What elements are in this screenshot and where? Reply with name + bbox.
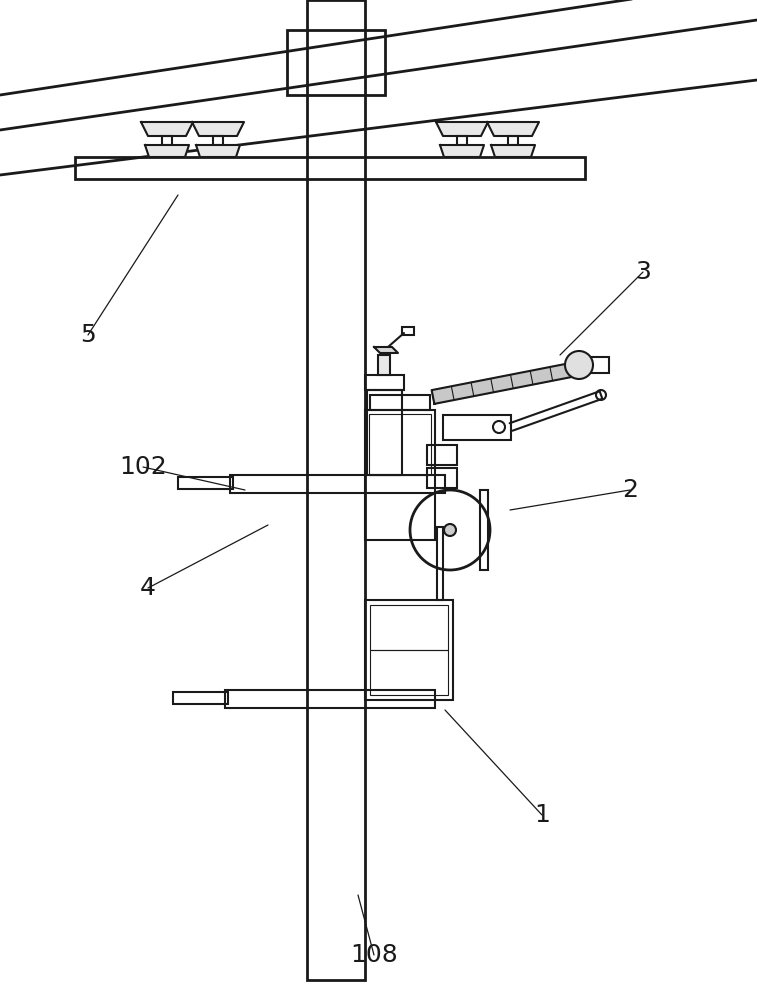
Bar bbox=[307, 0, 365, 980]
Polygon shape bbox=[196, 145, 240, 157]
Bar bbox=[173, 692, 228, 704]
Polygon shape bbox=[440, 145, 484, 157]
Polygon shape bbox=[487, 122, 539, 136]
Bar bbox=[369, 414, 431, 475]
Bar bbox=[365, 410, 435, 540]
Bar bbox=[457, 136, 467, 145]
Bar bbox=[287, 30, 385, 95]
Bar bbox=[378, 355, 390, 375]
Polygon shape bbox=[491, 145, 535, 157]
Bar bbox=[365, 375, 404, 390]
Bar bbox=[370, 650, 448, 695]
Bar bbox=[365, 600, 453, 700]
Bar bbox=[367, 390, 402, 475]
Bar bbox=[370, 395, 430, 410]
Bar bbox=[437, 527, 443, 600]
Bar bbox=[508, 136, 518, 145]
Text: 3: 3 bbox=[635, 260, 651, 284]
Text: 108: 108 bbox=[350, 943, 398, 967]
Circle shape bbox=[565, 351, 593, 379]
Bar bbox=[230, 475, 445, 493]
Text: 102: 102 bbox=[119, 455, 167, 479]
Polygon shape bbox=[192, 122, 244, 136]
Polygon shape bbox=[141, 122, 193, 136]
Bar bbox=[162, 136, 172, 145]
Text: 5: 5 bbox=[80, 323, 96, 347]
Bar bbox=[443, 415, 511, 440]
Bar bbox=[75, 157, 585, 179]
Polygon shape bbox=[431, 363, 572, 404]
Polygon shape bbox=[145, 145, 189, 157]
Polygon shape bbox=[374, 347, 398, 353]
Text: 4: 4 bbox=[140, 576, 156, 600]
Text: 2: 2 bbox=[622, 478, 638, 502]
Bar bbox=[591, 357, 609, 373]
Bar bbox=[427, 445, 457, 465]
Polygon shape bbox=[436, 122, 488, 136]
Bar bbox=[213, 136, 223, 145]
Bar bbox=[225, 690, 435, 708]
Bar bbox=[427, 468, 457, 488]
Circle shape bbox=[444, 524, 456, 536]
Bar bbox=[178, 477, 233, 489]
Bar bbox=[480, 490, 488, 570]
Bar bbox=[370, 605, 448, 650]
Text: 1: 1 bbox=[534, 803, 550, 827]
Bar bbox=[402, 327, 414, 335]
